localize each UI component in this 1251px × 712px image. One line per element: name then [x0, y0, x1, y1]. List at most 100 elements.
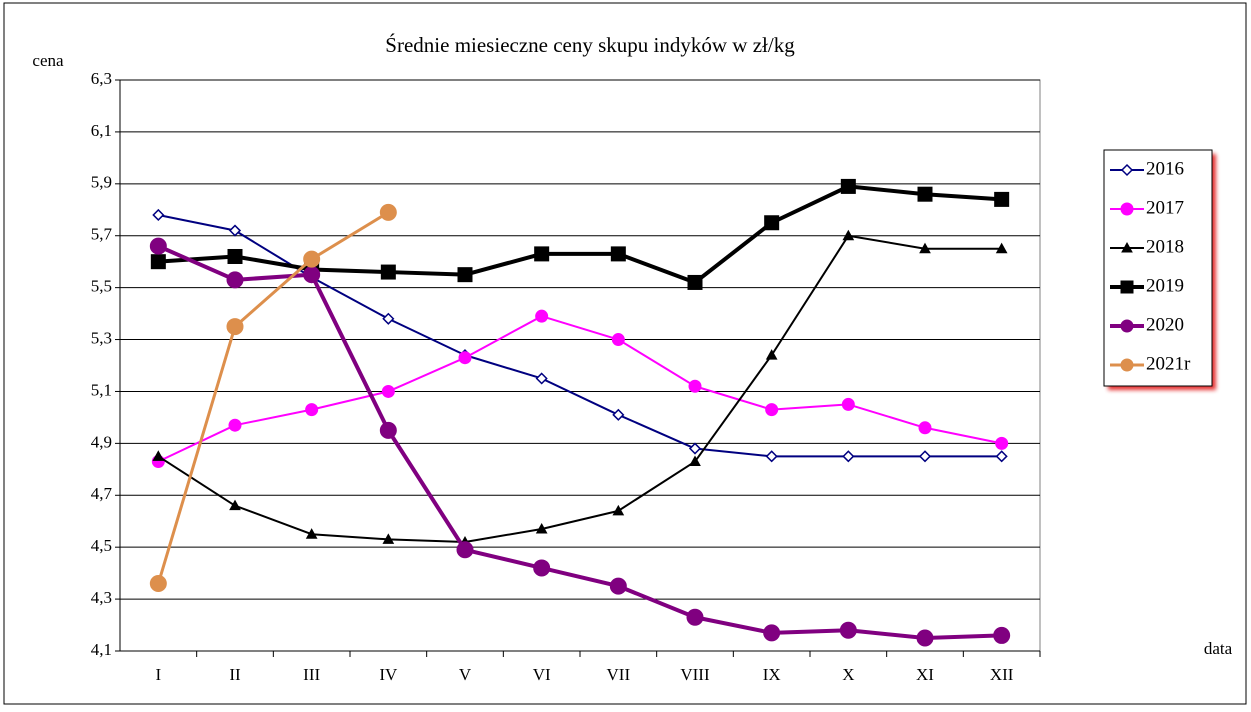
marker [995, 242, 1008, 254]
marker [228, 418, 242, 432]
chart-border [3, 2, 1247, 705]
y-tick-label: 6,1 [91, 121, 112, 140]
series-line [156, 211, 390, 584]
x-tick-label: IX [763, 665, 781, 684]
marker [842, 450, 855, 463]
marker [994, 191, 1010, 207]
y-tick-label: 5,1 [91, 380, 112, 399]
marker [379, 421, 397, 439]
marker [150, 254, 166, 270]
y-tick-label: 4,7 [91, 484, 113, 503]
x-tick-label: II [229, 665, 241, 684]
marker [382, 533, 395, 544]
marker [152, 450, 165, 461]
marker [1120, 319, 1134, 333]
y-tick-label: 6,3 [91, 69, 112, 88]
legend [1103, 149, 1213, 387]
series-line [158, 213, 1002, 458]
x-tick-label: VIII [680, 665, 710, 684]
legend-label: 2020 [1146, 314, 1184, 335]
series-line [157, 234, 1002, 543]
series-line [158, 184, 1002, 285]
marker [841, 397, 855, 411]
y-tick-label: 5,9 [91, 173, 112, 192]
y-tick-label: 4,1 [91, 640, 112, 659]
marker [609, 577, 627, 595]
y-tick-label: 4,3 [91, 588, 112, 607]
marker [152, 208, 165, 222]
x-axis-label: data [1204, 639, 1233, 658]
marker [1121, 241, 1133, 253]
marker [995, 436, 1009, 450]
marker [228, 224, 242, 237]
marker [687, 274, 703, 290]
marker [763, 624, 781, 642]
marker [611, 333, 625, 347]
marker [305, 403, 319, 417]
legend-label: 2016 [1146, 158, 1184, 179]
legend-label: 2017 [1146, 197, 1184, 218]
marker [689, 455, 701, 467]
x-tick-label: III [303, 665, 320, 684]
marker [458, 351, 472, 365]
marker [1120, 163, 1134, 177]
marker [919, 242, 931, 254]
marker [610, 246, 626, 262]
marker [612, 504, 625, 516]
marker [917, 186, 933, 202]
x-tick-label: X [842, 665, 854, 684]
marker [382, 312, 395, 325]
marker [535, 309, 549, 323]
y-tick-label: 4,5 [91, 536, 112, 555]
legend-label: 2019 [1146, 275, 1184, 296]
marker [533, 559, 551, 577]
series-line [157, 315, 1002, 463]
x-tick-label: I [155, 665, 161, 684]
marker [456, 541, 474, 559]
marker [457, 267, 473, 283]
marker [842, 229, 855, 241]
x-tick-label: VI [533, 665, 551, 684]
marker [1120, 358, 1134, 372]
plot-area [119, 79, 1041, 652]
marker [303, 266, 321, 284]
marker [764, 215, 780, 231]
marker [765, 349, 778, 360]
marker [995, 450, 1008, 463]
marker [916, 629, 934, 647]
marker [149, 575, 167, 593]
legend-label: 2018 [1146, 236, 1184, 257]
chart-title: Średnie miesieczne ceny skupu indyków w … [385, 33, 795, 57]
marker [227, 248, 243, 264]
marker [226, 318, 244, 336]
marker [612, 408, 625, 421]
x-tick-label: VII [607, 665, 631, 684]
legend-label: 2021r [1146, 353, 1191, 374]
y-tick-label: 5,7 [91, 225, 113, 244]
x-tick-label: XII [990, 665, 1014, 684]
marker [535, 522, 548, 534]
x-tick-label: IV [379, 665, 398, 684]
marker [688, 379, 702, 393]
marker [534, 246, 550, 262]
series-line [157, 244, 1002, 641]
marker [993, 626, 1011, 644]
marker [380, 264, 396, 280]
marker [229, 499, 241, 511]
marker [1120, 280, 1134, 294]
marker [840, 178, 856, 194]
marker [1120, 202, 1134, 216]
marker [379, 203, 397, 221]
x-tick-label: V [459, 665, 472, 684]
marker [688, 442, 702, 455]
marker [918, 421, 932, 435]
marker [765, 450, 778, 463]
y-tick-label: 5,5 [91, 277, 112, 296]
marker [535, 372, 548, 385]
marker [918, 450, 932, 463]
marker [686, 608, 704, 626]
marker [839, 621, 857, 639]
marker [149, 237, 167, 255]
